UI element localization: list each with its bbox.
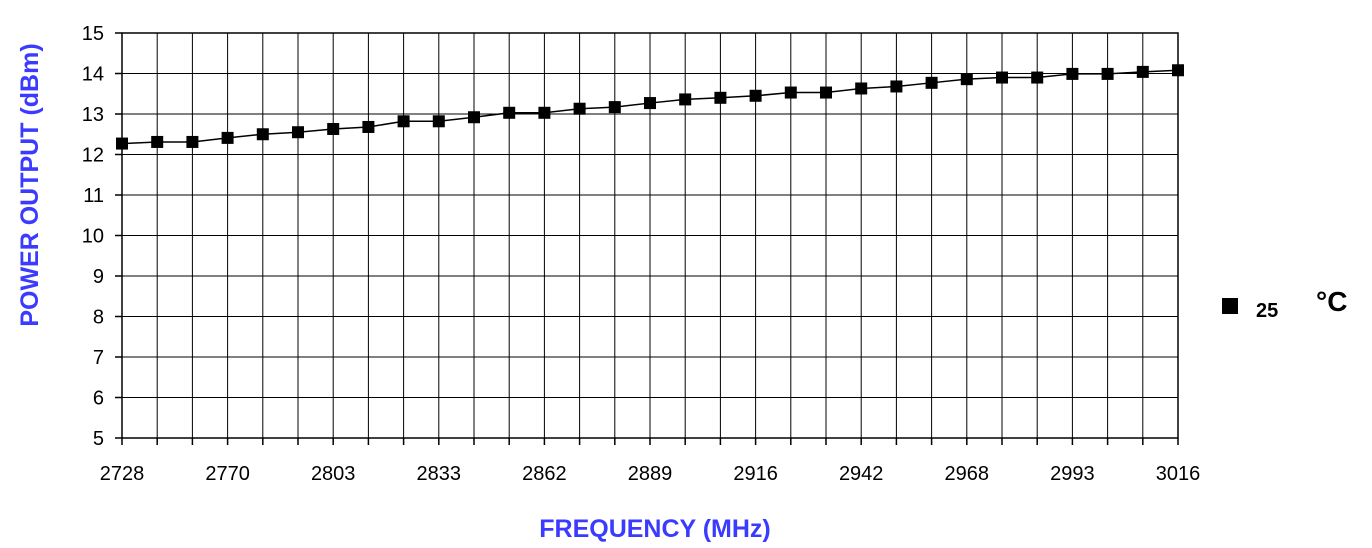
data-point-marker (925, 76, 938, 89)
x-tick-label: 2803 (311, 463, 356, 485)
x-tick-label: 2728 (100, 463, 145, 485)
legend-unit-label: °C (1316, 286, 1347, 317)
y-tick-label: 10 (82, 226, 104, 248)
data-point-marker (608, 101, 621, 114)
data-point-marker (784, 86, 797, 99)
y-tick-label: 13 (82, 104, 104, 126)
y-tick-label: 8 (93, 307, 104, 329)
data-point-marker (1066, 67, 1079, 80)
data-point-marker (1136, 65, 1149, 78)
x-axis-tick-labels: 2728 2770 2803 2833 2862 2889 2916 2942 2968 2993… (100, 438, 1201, 485)
data-point-marker (1031, 71, 1044, 84)
data-point-marker (573, 102, 586, 115)
data-point-marker (468, 111, 480, 124)
data-point-marker (362, 120, 375, 133)
data-point-marker (1172, 64, 1184, 77)
x-tick-label: 2862 (522, 463, 567, 485)
data-point-marker (820, 86, 832, 99)
x-tick-label: 2833 (417, 463, 462, 485)
x-tick-label: 2770 (205, 463, 250, 485)
data-point-marker (292, 126, 304, 139)
data-point-marker (714, 91, 727, 104)
y-tick-label: 15 (82, 23, 104, 45)
x-tick-label: 2916 (733, 463, 778, 485)
y-tick-label: 11 (83, 185, 104, 207)
data-point-marker (221, 131, 234, 144)
data-point-marker (855, 82, 868, 95)
data-point-marker (1101, 67, 1114, 80)
series-25c (116, 64, 1184, 150)
data-point-marker (256, 128, 269, 141)
legend-marker-square (1222, 298, 1238, 314)
data-point-marker (538, 106, 551, 119)
data-point-marker (432, 115, 445, 128)
data-point-marker (151, 135, 164, 148)
data-point-marker (503, 106, 516, 119)
data-point-marker (327, 122, 340, 135)
y-tick-label: 7 (93, 347, 104, 369)
data-point-marker (890, 80, 903, 93)
legend-series-label: 25 (1256, 300, 1278, 322)
x-tick-label: 2889 (628, 463, 673, 485)
data-point-marker (116, 137, 128, 150)
y-tick-label: 14 (82, 64, 104, 86)
y-tick-label: 9 (93, 266, 104, 288)
y-tick-label: 6 (93, 388, 104, 410)
data-point-marker (186, 135, 199, 148)
x-tick-label: 2968 (945, 463, 990, 485)
x-tick-label: 2993 (1050, 463, 1095, 485)
grid-lines (122, 33, 1178, 438)
legend: 25 °C (1222, 286, 1347, 322)
x-tick-label: 3016 (1156, 463, 1201, 485)
y-axis-title: POWER OUTPUT (dBm) (16, 43, 44, 326)
data-point-marker (749, 89, 762, 102)
y-tick-label: 5 (93, 428, 104, 450)
y-tick-label: 12 (82, 145, 104, 167)
data-point-marker (397, 115, 410, 128)
x-tick-label: 2942 (839, 463, 884, 485)
data-point-marker (996, 71, 1008, 84)
data-point-marker (960, 73, 973, 86)
x-axis-title: FREQUENCY (MHz) (539, 515, 770, 543)
data-point-marker (644, 97, 656, 110)
y-axis-ticks: 5 6 7 8 9 10 11 12 13 14 15 (82, 23, 122, 450)
data-point-marker (679, 93, 692, 106)
